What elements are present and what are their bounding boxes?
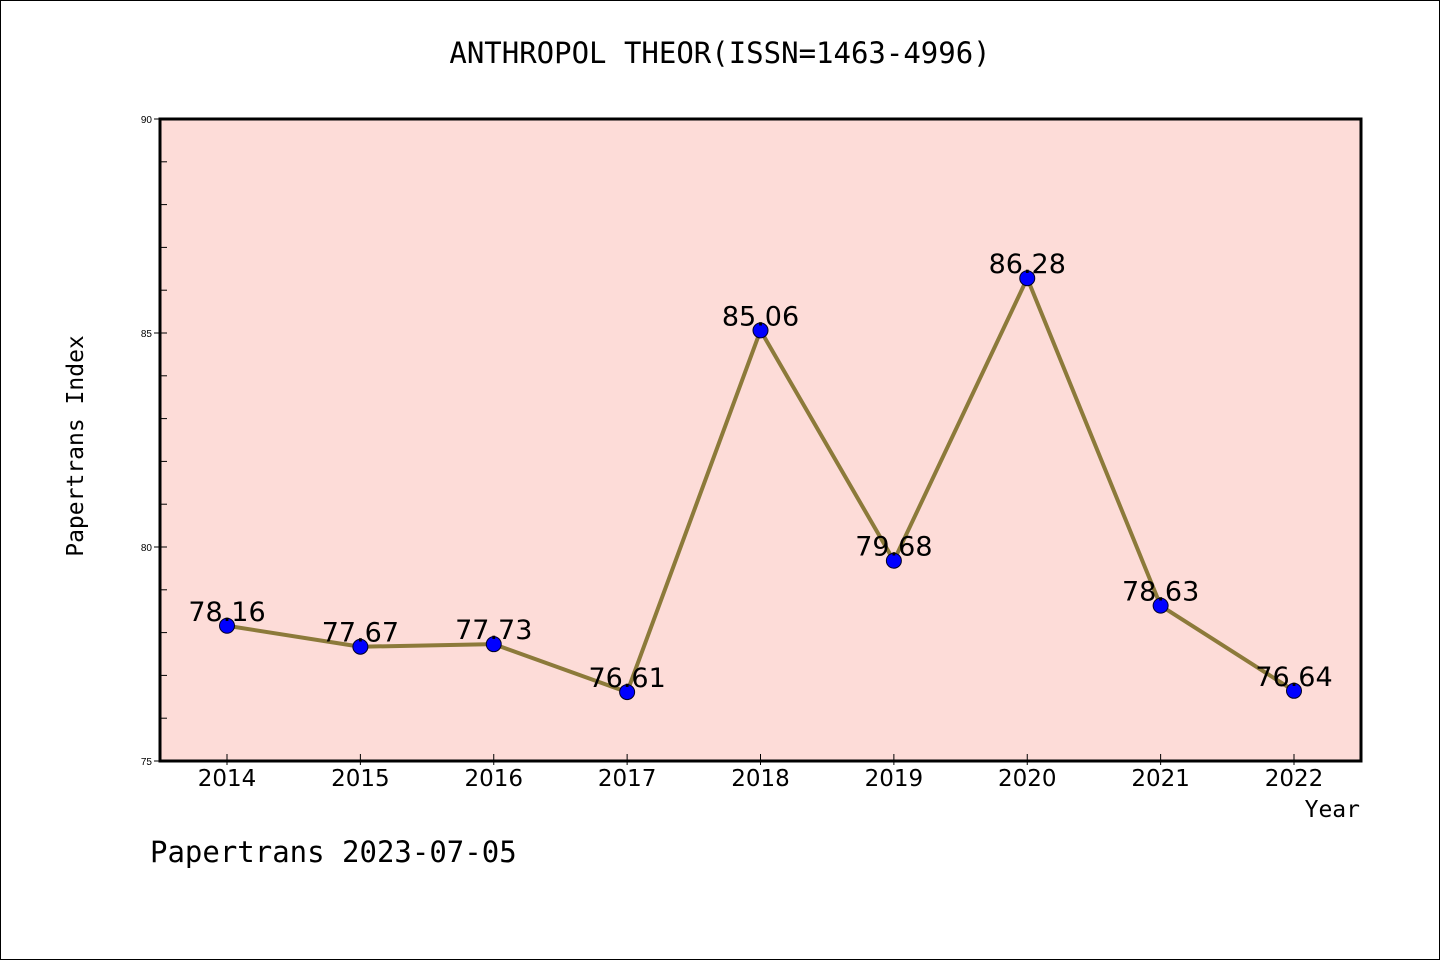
data-point — [1286, 682, 1302, 699]
x-tick-label: 2020 — [998, 766, 1057, 792]
data-point — [352, 638, 369, 655]
y-tick-label: 80 — [141, 543, 153, 554]
series-group: 78.16 77.67 77.73 76.61 85.06 79.68 86.28 78.63… — [188, 249, 1333, 701]
data-label: 78.63 — [1122, 577, 1199, 608]
data-label: 77.67 — [322, 618, 399, 649]
data-point — [752, 322, 769, 339]
data-point — [219, 617, 235, 634]
x-tick-label: 2021 — [1131, 766, 1190, 792]
footer-credit: Papertrans 2023-07-05 — [150, 835, 517, 869]
data-label: 79.68 — [855, 532, 932, 563]
x-tick-label: 2018 — [731, 766, 790, 792]
x-axis-label: Year — [1304, 797, 1360, 823]
x-tick-label: 2019 — [865, 766, 924, 792]
data-point — [485, 636, 502, 653]
data-point — [1152, 597, 1169, 614]
data-label: 78.16 — [188, 597, 265, 628]
data-point — [1019, 270, 1036, 287]
data-label: 85.06 — [722, 301, 799, 332]
y-tick-label: 75 — [141, 757, 153, 768]
y-tick-label: 90 — [141, 115, 153, 126]
y-tick-label: 85 — [141, 329, 153, 340]
x-tick-label: 2022 — [1265, 766, 1324, 792]
plot-border — [158, 117, 1363, 763]
data-point — [885, 552, 902, 569]
data-label: 76.64 — [1255, 662, 1332, 693]
x-axis: 2014 2015 2016 2017 2018 2019 2020 2021 2022 — [198, 754, 1324, 792]
data-label: 77.73 — [455, 615, 532, 646]
plot-area — [160, 119, 1361, 761]
x-tick-label: 2014 — [198, 766, 257, 792]
chart-title: ANTHROPOL THEOR(ISSN=1463-4996) — [449, 36, 991, 70]
data-label: 76.61 — [588, 663, 665, 694]
x-tick-label: 2015 — [331, 766, 390, 792]
data-label: 86.28 — [989, 249, 1066, 280]
data-point — [619, 684, 636, 701]
x-tick-label: 2017 — [598, 766, 657, 792]
x-tick-label: 2016 — [464, 766, 523, 792]
